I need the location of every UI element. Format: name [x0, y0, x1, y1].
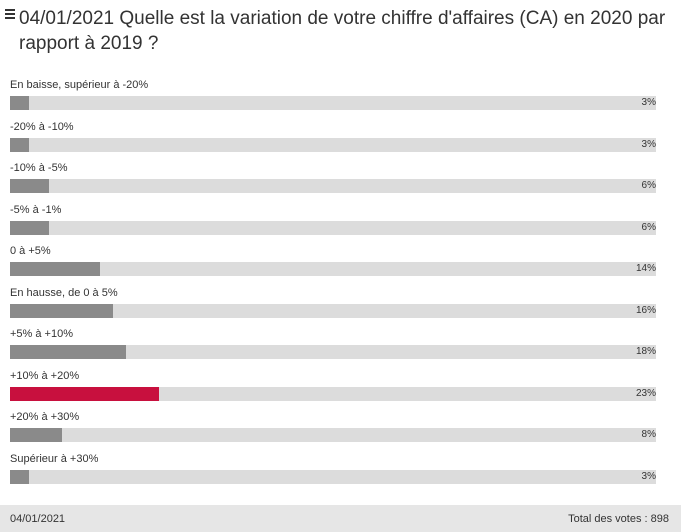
- bar-track: [10, 303, 656, 318]
- value-label: 23%: [635, 387, 656, 399]
- bar-track: [10, 220, 656, 235]
- bar: [10, 262, 101, 276]
- chart-footer: 04/01/2021 Total des votes : 898: [0, 505, 681, 532]
- value-label: 14%: [635, 263, 656, 274]
- category-label: +20% à +30%: [10, 411, 80, 423]
- value-label: 3%: [641, 138, 656, 150]
- category-label: En baisse, supérieur à -20%: [10, 79, 149, 91]
- bar-row: -10% à -5% 6%: [10, 162, 656, 204]
- category-label: En hausse, de 0 à 5%: [10, 286, 118, 299]
- bar: [10, 96, 30, 110]
- category-label: +10% à +20%: [10, 369, 80, 382]
- bar: [10, 469, 30, 484]
- category-label: -20% à -10%: [10, 120, 74, 133]
- bar: [10, 428, 62, 442]
- category-label: Supérieur à +30%: [10, 452, 99, 465]
- category-label: +5% à +10%: [10, 328, 73, 340]
- bar-row: -5% à -1% 6%: [10, 204, 656, 246]
- bar-track: [10, 469, 656, 484]
- bar-track: [10, 428, 656, 442]
- bar-track: [10, 179, 656, 193]
- category-label: -5% à -1%: [10, 203, 62, 216]
- bar: [10, 303, 114, 318]
- bar-chart: En baisse, supérieur à -20% 3% -20% à -10%…: [10, 79, 656, 494]
- bar: [10, 345, 127, 359]
- value-label: 18%: [635, 346, 656, 357]
- value-label: 6%: [641, 180, 656, 191]
- bar: [10, 386, 159, 401]
- menu-icon[interactable]: [5, 9, 15, 21]
- bar: [10, 220, 49, 235]
- value-label: 3%: [641, 97, 656, 108]
- category-label: -10% à -5%: [10, 162, 68, 174]
- bar-track: [10, 262, 656, 276]
- bar-row: +5% à +10% 18%: [10, 328, 656, 370]
- value-label: 8%: [641, 429, 656, 440]
- bar: [10, 179, 49, 193]
- bar-row: 0 à +5% 14%: [10, 245, 656, 287]
- bar-row: En hausse, de 0 à 5% 16%: [10, 287, 656, 329]
- value-label: 16%: [635, 304, 656, 316]
- bar-row: En baisse, supérieur à -20% 3%: [10, 79, 656, 121]
- total-votes: Total des votes : 898: [568, 513, 669, 525]
- bar-row: -20% à -10% 3%: [10, 121, 656, 163]
- footer-date: 04/01/2021: [10, 513, 66, 525]
- bar-row: Supérieur à +30% 3%: [10, 453, 656, 495]
- chart-title: 04/01/2021 Quelle est la variation de vo…: [19, 8, 666, 54]
- bar-track: [10, 345, 656, 359]
- bar-row: +10% à +20% 23%: [10, 370, 656, 412]
- bar: [10, 137, 30, 152]
- bar-track: [10, 96, 656, 110]
- bar-track: [10, 137, 656, 152]
- value-label: 6%: [641, 221, 656, 233]
- bar-row: +20% à +30% 8%: [10, 411, 656, 453]
- value-label: 3%: [641, 470, 656, 482]
- category-label: 0 à +5%: [10, 245, 51, 257]
- bar-track: [10, 386, 656, 401]
- chart-header: 04/01/2021 Quelle est la variation de vo…: [5, 6, 671, 56]
